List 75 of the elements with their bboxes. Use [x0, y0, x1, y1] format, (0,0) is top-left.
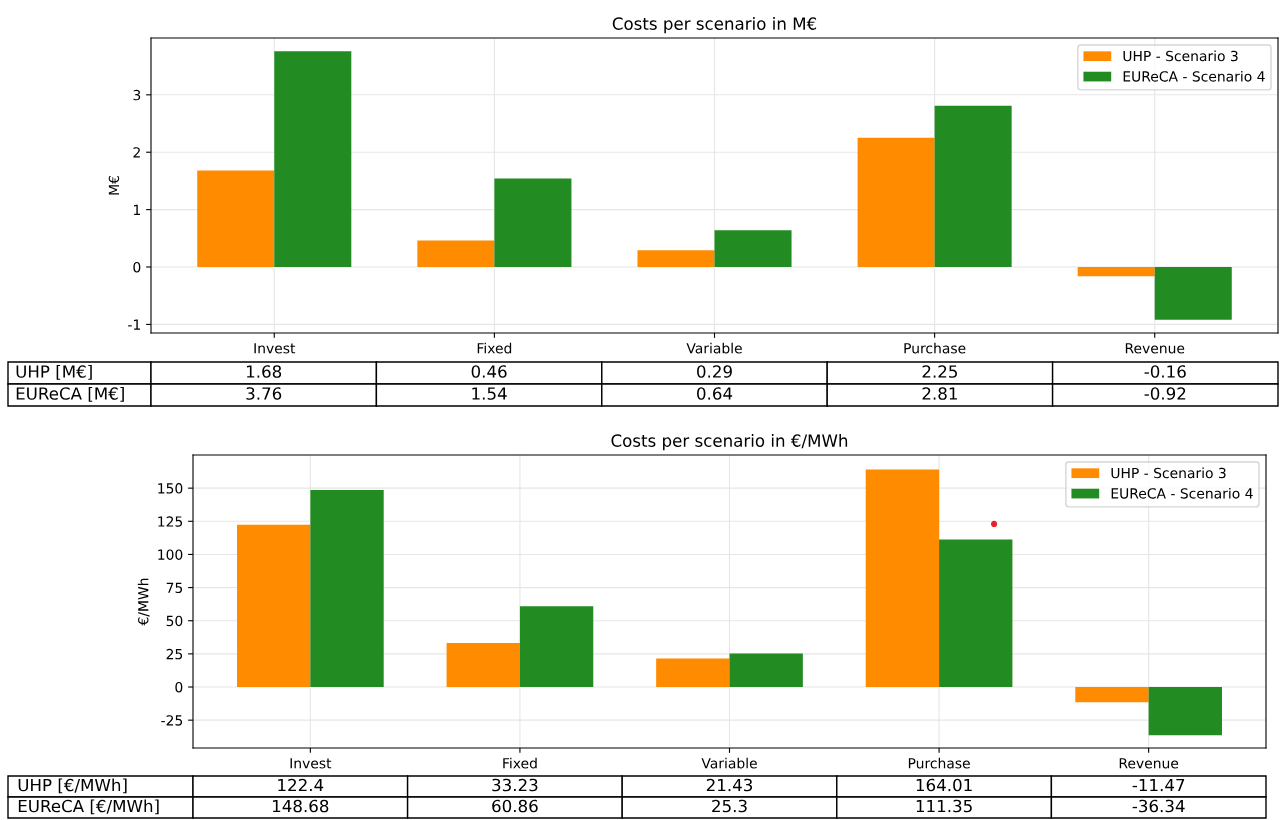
data-label: 148.68: [272, 799, 329, 813]
data-label: 164.01: [916, 778, 972, 792]
y-tick-label: 1: [133, 204, 140, 215]
y-tick-label: 150: [158, 483, 183, 494]
data-label: 0.64: [697, 387, 733, 400]
x-tick-label: Invest: [254, 343, 296, 354]
bar: [637, 250, 715, 267]
data-label: 2.81: [922, 387, 957, 400]
y-tick-label: 3: [133, 89, 141, 101]
bar: [1075, 687, 1149, 703]
bar: [939, 539, 1013, 688]
data-label: 21.43: [706, 778, 753, 792]
bar: [1077, 267, 1155, 277]
x-tick-label: Fixed: [477, 342, 512, 354]
data-label: 0.46: [471, 365, 507, 378]
data-label: 33.23: [492, 778, 538, 792]
x-tick-label: Variable: [686, 342, 742, 354]
bar: [729, 653, 803, 688]
y-tick-label: 0: [175, 681, 183, 693]
bar: [237, 524, 311, 688]
x-tick-label: Fixed: [503, 757, 537, 769]
y-axis-title: €/MWh: [137, 578, 150, 626]
data-label: 25.3: [712, 799, 747, 813]
chart-title: Costs per scenario in €/MWh: [611, 434, 848, 451]
data-label: 0.29: [697, 365, 732, 378]
legend-label: UHP - Scenario 3: [1123, 50, 1238, 62]
data-label: 1.68: [246, 365, 282, 378]
x-tick-label: Variable: [701, 757, 757, 769]
y-tick-label: 125: [158, 516, 183, 527]
bar: [494, 178, 572, 267]
x-tick-label: Invest: [290, 758, 332, 769]
y-tick-label: 0: [133, 261, 141, 273]
bar: [519, 606, 594, 688]
y-axis-title: M€: [108, 176, 120, 195]
legend-label: EUReCA - Scenario 4: [1123, 70, 1265, 82]
y-tick-label: -25: [161, 715, 183, 726]
data-label: 2.25: [922, 365, 957, 378]
bar: [714, 230, 792, 267]
data-label: 1.54: [472, 387, 507, 400]
y-tick-label: -1: [128, 319, 140, 330]
data-label: 122.4: [278, 778, 324, 792]
text: UHP [M€]: [16, 364, 92, 380]
x-tick-label: Revenue: [1119, 758, 1179, 769]
y-tick-label: 50: [166, 615, 183, 627]
data-label: 111.35: [916, 799, 972, 813]
data-label: -0.92: [1144, 387, 1186, 400]
chart-title: Costs per scenario in M€: [612, 17, 817, 34]
text: EUReCA [€/MWh]: [18, 799, 159, 815]
data-label: 3.76: [246, 387, 282, 400]
data-label: 60.86: [492, 799, 538, 813]
y-tick-label: 100: [158, 549, 183, 560]
bar: [934, 105, 1012, 267]
data-label: -36.34: [1132, 799, 1185, 813]
y-tick-label: 75: [166, 582, 183, 594]
bar: [1154, 267, 1232, 320]
y-tick-label: 2: [133, 147, 140, 158]
legend-label: UHP - Scenario 3: [1111, 467, 1226, 479]
bar: [865, 469, 940, 688]
data-label: -0.16: [1144, 365, 1186, 378]
text: EUReCA [M€]: [16, 386, 124, 402]
x-tick-label: Purchase: [904, 342, 966, 354]
bar: [417, 240, 495, 267]
bar: [446, 642, 520, 688]
x-tick-label: Purchase: [908, 757, 970, 769]
bar: [1148, 687, 1222, 736]
bar: [197, 170, 275, 267]
text: UHP [€/MWh]: [18, 778, 127, 794]
x-tick-label: Revenue: [1125, 343, 1185, 354]
bar: [656, 658, 730, 688]
bar: [857, 137, 935, 267]
bar: [310, 489, 384, 688]
legend-label: EUReCA - Scenario 4: [1111, 487, 1253, 499]
data-label: -11.47: [1132, 778, 1185, 792]
y-tick-label: 25: [166, 648, 183, 660]
bar: [274, 51, 352, 267]
